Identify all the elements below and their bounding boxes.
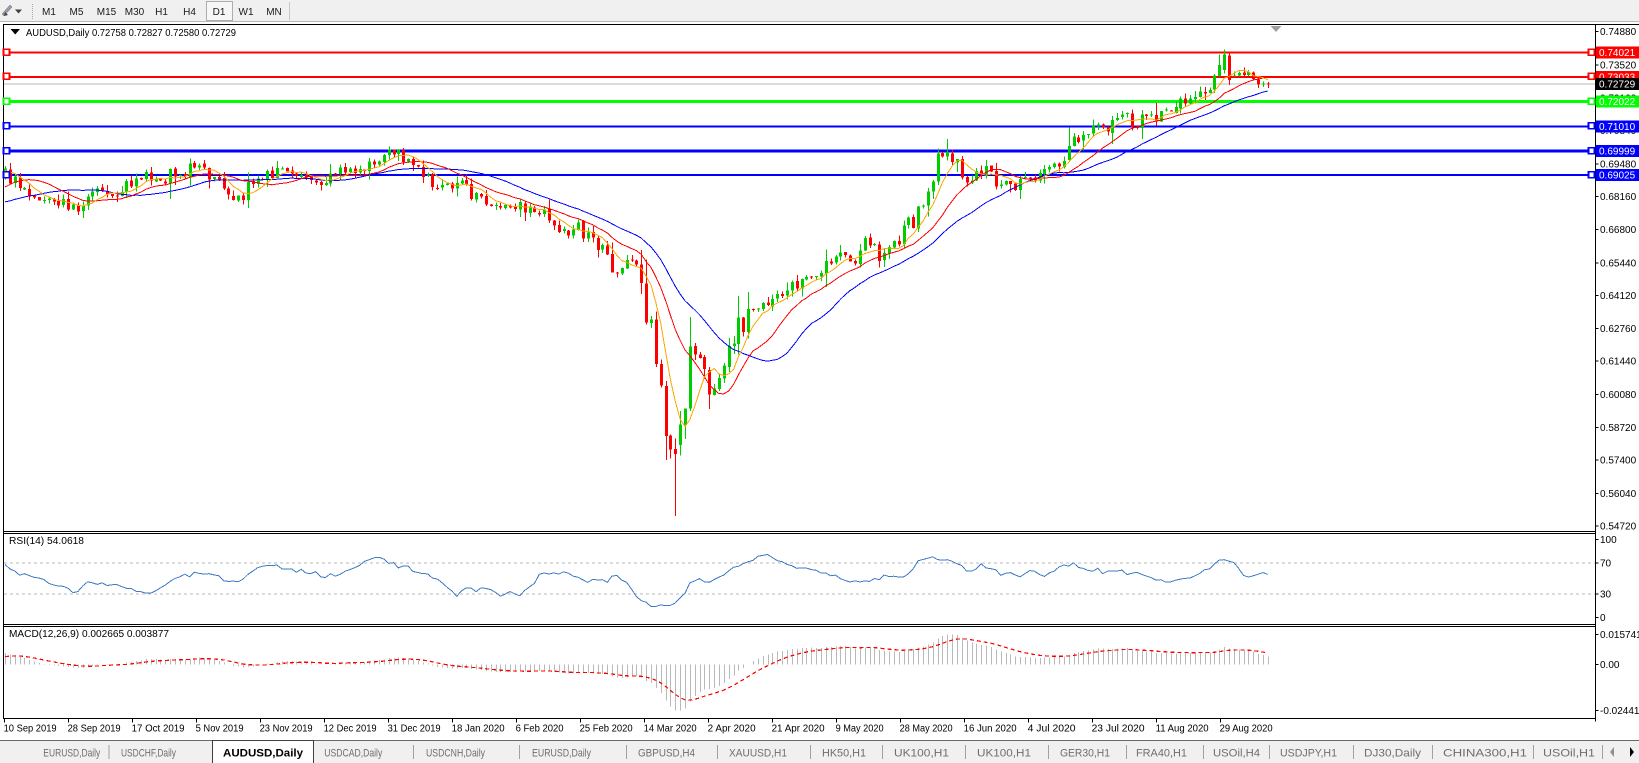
svg-text:70: 70 [1600, 558, 1612, 569]
svg-text:USDJPY,H1: USDJPY,H1 [1280, 748, 1337, 760]
svg-text:12 Dec 2019: 12 Dec 2019 [324, 724, 377, 735]
svg-text:M15: M15 [97, 7, 117, 18]
svg-text:USDCAD,Daily: USDCAD,Daily [324, 748, 382, 760]
svg-text:H1: H1 [155, 7, 168, 18]
svg-text:MACD(12,26,9) 0.002665 0.00387: MACD(12,26,9) 0.002665 0.003877 [9, 629, 169, 640]
svg-text:21 Apr 2020: 21 Apr 2020 [772, 724, 825, 735]
svg-text:0.57400: 0.57400 [1600, 456, 1637, 467]
svg-text:17 Oct 2019: 17 Oct 2019 [132, 724, 185, 735]
svg-text:0.62760: 0.62760 [1600, 324, 1637, 335]
svg-text:UK100,H1: UK100,H1 [977, 748, 1031, 760]
svg-text:0.015741: 0.015741 [1600, 630, 1639, 641]
svg-text:10 Sep 2019: 10 Sep 2019 [4, 724, 57, 735]
svg-text:18 Jan 2020: 18 Jan 2020 [452, 724, 505, 735]
svg-text:23 Nov 2019: 23 Nov 2019 [260, 724, 313, 735]
svg-text:23 Jul 2020: 23 Jul 2020 [1092, 724, 1145, 735]
svg-text:0.60080: 0.60080 [1600, 390, 1637, 401]
svg-text:16 Jun 2020: 16 Jun 2020 [964, 724, 1017, 735]
svg-text:29 Aug 2020: 29 Aug 2020 [1220, 724, 1273, 735]
svg-text:0.65440: 0.65440 [1600, 258, 1637, 269]
svg-text:0.69480: 0.69480 [1600, 159, 1637, 170]
svg-text:M5: M5 [70, 7, 84, 18]
svg-text:0.73520: 0.73520 [1600, 60, 1637, 71]
svg-text:UK100,H1: UK100,H1 [894, 748, 949, 760]
svg-text:DJ30,Daily: DJ30,Daily [1364, 748, 1422, 760]
svg-text:HK50,H1: HK50,H1 [822, 748, 866, 760]
svg-text:0: 0 [1600, 613, 1606, 624]
svg-text:AUDUSD,Daily 0.72758 0.72827: AUDUSD,Daily 0.72758 0.72827 0.72580 0.7… [26, 28, 236, 39]
svg-text:0.72729: 0.72729 [1599, 80, 1636, 91]
svg-text:D1: D1 [213, 7, 226, 18]
svg-text:25 Feb 2020: 25 Feb 2020 [580, 724, 633, 735]
svg-text:AUDUSD,Daily: AUDUSD,Daily [223, 748, 304, 760]
svg-text:GER30,H1: GER30,H1 [1060, 748, 1110, 760]
svg-text:14 Mar 2020: 14 Mar 2020 [644, 724, 697, 735]
svg-text:M1: M1 [42, 7, 56, 18]
svg-text:H4: H4 [183, 7, 196, 18]
svg-text:28 May 2020: 28 May 2020 [900, 724, 953, 735]
svg-text:0.66800: 0.66800 [1600, 225, 1637, 236]
svg-text:CHINA300,H1: CHINA300,H1 [1443, 748, 1527, 760]
svg-text:0.74880: 0.74880 [1600, 27, 1637, 38]
svg-text:XAUUSD,H1: XAUUSD,H1 [729, 748, 787, 760]
svg-text:0.72022: 0.72022 [1599, 97, 1636, 108]
svg-text:USDCHF,Daily: USDCHF,Daily [121, 748, 176, 760]
svg-text:EURUSD,Daily: EURUSD,Daily [43, 748, 100, 760]
svg-text:0.71010: 0.71010 [1599, 122, 1636, 133]
svg-text:0.69025: 0.69025 [1599, 171, 1636, 182]
svg-text:0.54720: 0.54720 [1600, 521, 1637, 532]
svg-text:-0.024412: -0.024412 [1600, 706, 1639, 717]
svg-text:9 May 2020: 9 May 2020 [836, 724, 884, 735]
svg-text:FRA40,H1: FRA40,H1 [1136, 748, 1187, 760]
svg-text:0.73033: 0.73033 [1599, 72, 1636, 83]
svg-text:GBPUSD,H4: GBPUSD,H4 [638, 748, 695, 760]
svg-text:USOil,H4: USOil,H4 [1213, 748, 1260, 760]
svg-text:0.64120: 0.64120 [1600, 291, 1637, 302]
svg-text:M30: M30 [125, 7, 145, 18]
svg-text:4 Jul 2020: 4 Jul 2020 [1028, 724, 1076, 735]
svg-text:MN: MN [266, 7, 282, 18]
svg-text:100: 100 [1600, 535, 1617, 546]
svg-text:0.00: 0.00 [1600, 660, 1620, 671]
svg-text:0.69999: 0.69999 [1599, 147, 1636, 158]
svg-text:2 Apr 2020: 2 Apr 2020 [708, 724, 756, 735]
svg-text:28 Sep 2019: 28 Sep 2019 [68, 724, 121, 735]
svg-text:0.74021: 0.74021 [1599, 48, 1636, 59]
svg-text:0.56040: 0.56040 [1600, 489, 1637, 500]
svg-text:EURUSD,Daily: EURUSD,Daily [532, 748, 591, 760]
svg-text:RSI(14) 54.0618: RSI(14) 54.0618 [9, 536, 84, 547]
svg-text:0.68160: 0.68160 [1600, 192, 1637, 203]
svg-text:0.61440: 0.61440 [1600, 357, 1637, 368]
svg-text:11 Aug 2020: 11 Aug 2020 [1156, 724, 1209, 735]
svg-text:5 Nov 2019: 5 Nov 2019 [196, 724, 244, 735]
svg-text:W1: W1 [239, 7, 254, 18]
svg-text:0.58720: 0.58720 [1600, 423, 1637, 434]
svg-text:USOil,H1: USOil,H1 [1543, 748, 1595, 760]
svg-text:USDCNH,Daily: USDCNH,Daily [426, 748, 485, 760]
svg-text:31 Dec 2019: 31 Dec 2019 [388, 724, 441, 735]
svg-text:6 Feb 2020: 6 Feb 2020 [516, 724, 564, 735]
svg-text:30: 30 [1600, 590, 1612, 601]
